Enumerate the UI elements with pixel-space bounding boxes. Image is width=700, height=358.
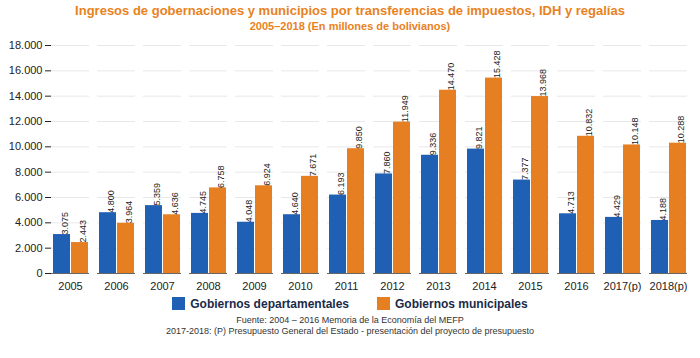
- svg-text:6.924: 6.924: [262, 163, 272, 186]
- svg-text:13.968: 13.968: [538, 69, 548, 97]
- svg-text:2009: 2009: [242, 280, 266, 292]
- svg-text:4.429: 4.429: [612, 195, 622, 218]
- svg-text:2014: 2014: [472, 280, 496, 292]
- svg-text:6.000: 6.000: [15, 191, 43, 203]
- svg-text:9.336: 9.336: [428, 133, 438, 156]
- svg-text:15.428: 15.428: [492, 51, 502, 79]
- svg-text:2011: 2011: [335, 280, 359, 292]
- svg-text:0: 0: [36, 267, 42, 279]
- svg-text:9.821: 9.821: [474, 127, 484, 150]
- svg-text:3.964: 3.964: [124, 201, 134, 224]
- svg-text:10.148: 10.148: [630, 117, 640, 145]
- html-text:Fuente: 2004 – 2016 Memoria de: Fuente: 2004 – 2016 Memoria de la Econom…: [236, 315, 464, 325]
- svg-text:2005: 2005: [58, 280, 82, 292]
- svg-text:4.800: 4.800: [106, 190, 116, 213]
- svg-text:2013: 2013: [426, 280, 450, 292]
- svg-text:2012: 2012: [380, 280, 404, 292]
- svg-text:4.713: 4.713: [566, 191, 576, 214]
- svg-text:2008: 2008: [196, 280, 220, 292]
- svg-text:7.377: 7.377: [520, 158, 530, 181]
- svg-text:2017(p): 2017(p): [604, 280, 642, 292]
- svg-text:11.949: 11.949: [400, 95, 410, 122]
- svg-text:4.000: 4.000: [15, 216, 43, 228]
- svg-text:2007: 2007: [150, 280, 174, 292]
- svg-text:2015: 2015: [518, 280, 542, 292]
- svg-text:4.188: 4.188: [658, 198, 668, 221]
- svg-text:2010: 2010: [288, 280, 312, 292]
- svg-text:9.850: 9.850: [354, 126, 364, 149]
- svg-text:3.075: 3.075: [60, 212, 70, 235]
- svg-text:2018(p): 2018(p): [650, 280, 688, 292]
- svg-text:6.758: 6.758: [216, 165, 226, 188]
- html-text:2005–2018 (En millones de boli: 2005–2018 (En millones de bolivianos): [249, 20, 451, 32]
- html-text:Gobiernos municipales: Gobiernos municipales: [395, 297, 528, 311]
- svg-text:7.671: 7.671: [308, 154, 318, 177]
- svg-text:16.000: 16.000: [9, 64, 43, 76]
- svg-text:2.000: 2.000: [15, 242, 43, 254]
- svg-text:5.359: 5.359: [152, 183, 162, 206]
- svg-text:18.000: 18.000: [9, 39, 43, 51]
- svg-text:10.288: 10.288: [676, 116, 686, 144]
- html-text:Ingresos de gobernaciones y mu: Ingresos de gobernaciones y municipios p…: [75, 3, 625, 18]
- svg-text:4.640: 4.640: [290, 192, 300, 215]
- svg-text:8.000: 8.000: [15, 166, 43, 178]
- svg-text:10.832: 10.832: [584, 109, 594, 137]
- svg-text:2016: 2016: [564, 280, 588, 292]
- svg-text:2.443: 2.443: [78, 220, 88, 243]
- svg-text:4.745: 4.745: [198, 191, 208, 214]
- svg-text:4.636: 4.636: [170, 192, 180, 215]
- svg-text:14.000: 14.000: [9, 90, 43, 102]
- svg-text:2006: 2006: [104, 280, 128, 292]
- svg-text:6.193: 6.193: [336, 173, 346, 196]
- svg-text:14.470: 14.470: [446, 63, 456, 91]
- svg-text:7.860: 7.860: [382, 151, 392, 174]
- html-text:Gobiernos departamentales: Gobiernos departamentales: [190, 297, 349, 311]
- svg-text:12.000: 12.000: [9, 115, 43, 127]
- html-text:2017-2018: (P) Presupuesto Gen: 2017-2018: (P) Presupuesto General del E…: [165, 326, 535, 336]
- svg-text:4.048: 4.048: [244, 200, 254, 223]
- svg-text:10.000: 10.000: [9, 140, 43, 152]
